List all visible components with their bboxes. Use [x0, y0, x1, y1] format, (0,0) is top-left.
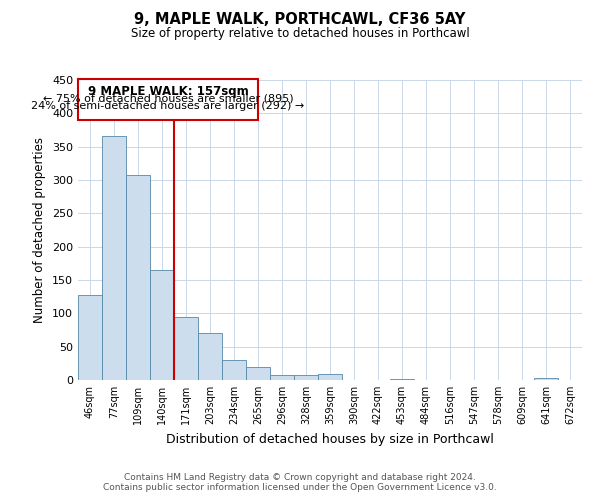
- Bar: [318, 374, 342, 380]
- Bar: [78, 294, 102, 380]
- FancyBboxPatch shape: [78, 78, 258, 120]
- Bar: [174, 316, 198, 380]
- Bar: [246, 366, 270, 380]
- Bar: [270, 374, 294, 380]
- Text: 9, MAPLE WALK, PORTHCAWL, CF36 5AY: 9, MAPLE WALK, PORTHCAWL, CF36 5AY: [134, 12, 466, 28]
- Bar: [294, 374, 318, 380]
- Bar: [102, 136, 126, 380]
- Bar: [222, 360, 246, 380]
- Bar: [150, 270, 174, 380]
- Bar: [126, 176, 150, 380]
- Bar: [390, 378, 414, 380]
- Y-axis label: Number of detached properties: Number of detached properties: [34, 137, 46, 323]
- X-axis label: Distribution of detached houses by size in Porthcawl: Distribution of detached houses by size …: [166, 432, 494, 446]
- Text: 9 MAPLE WALK: 157sqm: 9 MAPLE WALK: 157sqm: [88, 84, 248, 98]
- Text: 24% of semi-detached houses are larger (292) →: 24% of semi-detached houses are larger (…: [31, 102, 305, 112]
- Bar: [534, 378, 558, 380]
- Text: Contains HM Land Registry data © Crown copyright and database right 2024.
Contai: Contains HM Land Registry data © Crown c…: [103, 473, 497, 492]
- Text: ← 75% of detached houses are smaller (895): ← 75% of detached houses are smaller (89…: [43, 94, 293, 104]
- Bar: [198, 334, 222, 380]
- Text: Size of property relative to detached houses in Porthcawl: Size of property relative to detached ho…: [131, 28, 469, 40]
